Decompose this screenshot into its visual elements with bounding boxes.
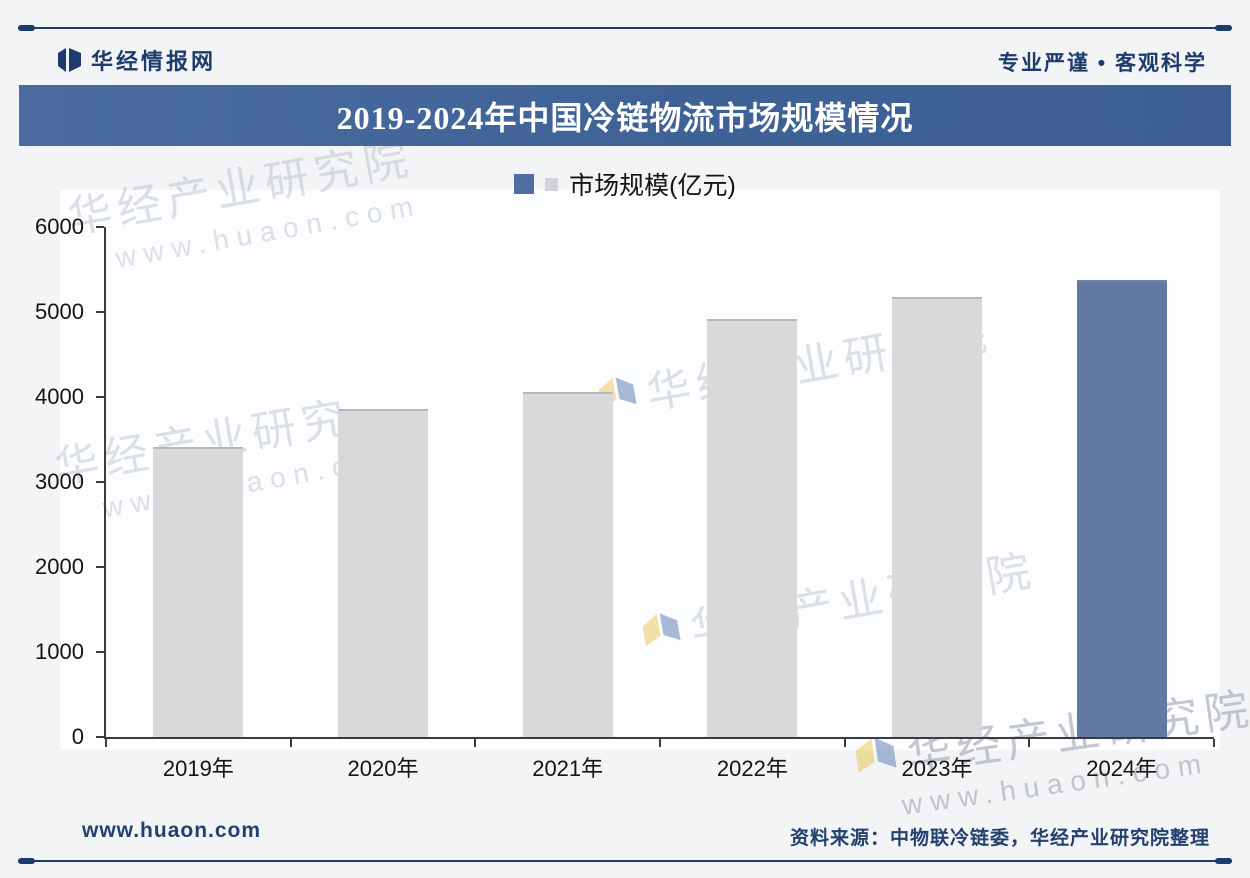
category-2023年: 2023年 [845, 227, 1030, 781]
x-axis-label: 2024年 [1086, 756, 1158, 781]
x-axis-tick [1028, 739, 1031, 747]
x-axis-tick [659, 739, 661, 747]
x-axis-tick [1213, 739, 1215, 747]
legend-label: 市场规模(亿元) [569, 172, 736, 200]
y-axis-tick [96, 226, 104, 228]
footer-rule-dash-left [18, 858, 35, 864]
watermark: 华经产业研究院 www.huaon.com [851, 673, 1250, 828]
category-2022年: 2022年 [660, 227, 845, 781]
header-rule-dash-left [18, 25, 35, 31]
x-axis-label: 2021年 [532, 756, 604, 781]
brand: 华经情报网 [57, 44, 216, 76]
footer-site-url: www.huaon.com [82, 819, 262, 842]
y-axis-tick [96, 311, 104, 313]
bar-2021年 [522, 392, 613, 737]
x-axis-tick [843, 739, 846, 747]
y-axis-label: 1000 [35, 639, 84, 664]
y-axis-label: 0 [71, 724, 84, 749]
y-axis-tick [96, 566, 104, 569]
x-axis-tick [289, 739, 292, 747]
legend-marker-blue [514, 174, 535, 194]
category-2021年: 2021年 [475, 227, 660, 781]
plot-area: 2019年 2020年 2021年 2022年 2023年 2024年 [96, 226, 1215, 781]
bar-2020年 [338, 409, 428, 737]
bar-series: 2019年 2020年 2021年 2022年 2023年 2024年 [106, 227, 1214, 781]
y-axis-label: 3000 [35, 469, 84, 494]
x-axis-label: 2023年 [901, 756, 973, 781]
bar-2022年 [707, 318, 798, 737]
header-slogan: 专业严谨 • 客观科学 [997, 52, 1207, 75]
footer-rule-dash-right [1215, 858, 1232, 864]
y-axis-labels: 0 1000 2000 3000 4000 5000 6000 [0, 214, 88, 749]
huaon-ribbon-icon [855, 737, 897, 773]
x-axis-tick [474, 739, 477, 747]
header-rule-dash-right [1215, 25, 1232, 31]
y-axis-label: 6000 [35, 214, 84, 239]
huaon-ribbon-icon [642, 613, 681, 647]
header-rule [18, 27, 1232, 29]
y-axis-tick [96, 396, 104, 399]
plot-background [60, 190, 1220, 750]
bar-2023年 [892, 297, 983, 737]
x-axis-label: 2019年 [162, 756, 234, 781]
legend: 市场规模(亿元) [0, 166, 1250, 202]
category-2024年: 2024年 [1029, 227, 1214, 781]
title-banner: 2019-2024年中国冷链物流市场规模情况 [19, 85, 1231, 146]
legend-marker-gray [545, 177, 559, 191]
y-axis-tick [96, 651, 104, 654]
x-axis-tick [105, 739, 107, 747]
bar-2019年 [153, 446, 244, 737]
category-2020年: 2020年 [291, 227, 476, 781]
page-title: 2019-2024年中国冷链物流市场规模情况 [336, 99, 914, 136]
y-axis-tick [96, 481, 104, 483]
x-axis-label: 2022年 [716, 756, 788, 781]
footer-rule [18, 860, 1232, 862]
brand-name: 华经情报网 [91, 49, 217, 74]
y-axis-tick [96, 736, 104, 738]
footer-source: 资料来源：中物联冷链委，华经产业研究院整理 [789, 828, 1210, 849]
category-2019年: 2019年 [106, 227, 291, 781]
brand-logo-icon [58, 47, 81, 72]
watermark: 华经产业研究院 [637, 534, 1040, 666]
y-axis-label: 5000 [35, 299, 84, 324]
bar-2024年 [1076, 280, 1167, 737]
x-axis-label: 2020年 [347, 756, 419, 781]
y-axis-label: 4000 [35, 384, 84, 409]
y-axis-label: 2000 [35, 554, 84, 579]
